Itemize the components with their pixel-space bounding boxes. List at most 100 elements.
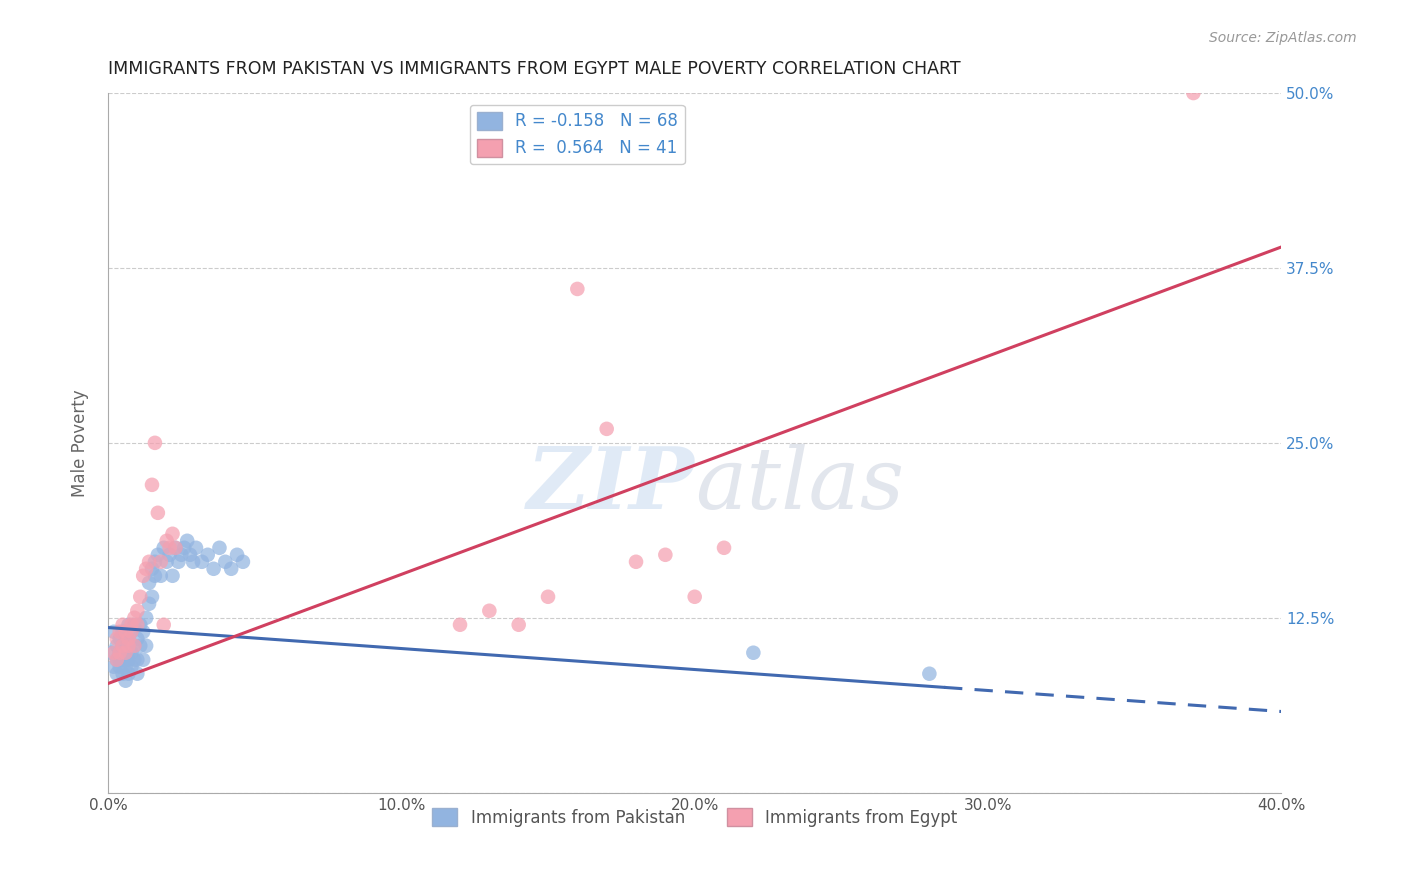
Point [117, 639, 139, 653]
Point [103, 659, 125, 673]
Point [120, 659, 142, 673]
Point [108, 624, 131, 639]
Text: ZIP: ZIP [527, 443, 695, 526]
Point [132, 624, 155, 639]
Point [152, 541, 174, 555]
Point [165, 541, 187, 555]
Point [114, 632, 136, 646]
Point [208, 541, 231, 555]
Point [111, 653, 134, 667]
Point [111, 639, 134, 653]
Point [129, 590, 152, 604]
Point [105, 639, 128, 653]
Point [111, 666, 134, 681]
Point [214, 555, 236, 569]
Point [149, 568, 172, 582]
Point [124, 617, 146, 632]
Point [105, 666, 128, 681]
Point [129, 639, 152, 653]
Point [537, 590, 560, 604]
Point [117, 632, 139, 646]
Point [114, 646, 136, 660]
Point [108, 646, 131, 660]
Point [173, 541, 195, 555]
Point [138, 597, 160, 611]
Point [124, 653, 146, 667]
Point [117, 666, 139, 681]
Point [181, 555, 204, 569]
Point [111, 639, 134, 653]
Point [135, 639, 157, 653]
Point [127, 617, 149, 632]
Point [176, 533, 198, 548]
Point [146, 548, 169, 562]
Point [127, 604, 149, 618]
Legend: Immigrants from Pakistan, Immigrants from Egypt: Immigrants from Pakistan, Immigrants fro… [426, 801, 963, 833]
Point [132, 568, 155, 582]
Point [918, 666, 941, 681]
Point [141, 590, 163, 604]
Point [120, 617, 142, 632]
Point [108, 653, 131, 667]
Point [114, 659, 136, 673]
Point [111, 617, 134, 632]
Point [191, 555, 214, 569]
Text: atlas: atlas [695, 443, 904, 526]
Point [184, 541, 207, 555]
Point [135, 562, 157, 576]
Point [114, 646, 136, 660]
Point [654, 548, 676, 562]
Point [165, 541, 187, 555]
Point [114, 673, 136, 688]
Point [120, 624, 142, 639]
Point [108, 646, 131, 660]
Point [108, 632, 131, 646]
Point [120, 624, 142, 639]
Point [713, 541, 735, 555]
Point [103, 646, 125, 660]
Point [114, 653, 136, 667]
Point [226, 548, 249, 562]
Point [202, 562, 225, 576]
Point [219, 562, 242, 576]
Point [159, 548, 181, 562]
Point [162, 526, 184, 541]
Point [100, 646, 122, 660]
Point [146, 506, 169, 520]
Point [152, 617, 174, 632]
Point [742, 646, 765, 660]
Point [167, 555, 190, 569]
Point [149, 555, 172, 569]
Point [132, 653, 155, 667]
Point [567, 282, 589, 296]
Point [449, 617, 471, 632]
Point [156, 533, 179, 548]
Point [103, 624, 125, 639]
Point [124, 611, 146, 625]
Point [105, 653, 128, 667]
Point [117, 653, 139, 667]
Point [159, 541, 181, 555]
Point [120, 646, 142, 660]
Point [117, 617, 139, 632]
Point [1182, 86, 1205, 100]
Point [117, 639, 139, 653]
Y-axis label: Male Poverty: Male Poverty [72, 389, 89, 497]
Point [114, 624, 136, 639]
Point [111, 624, 134, 639]
Text: Source: ZipAtlas.com: Source: ZipAtlas.com [1209, 31, 1357, 45]
Point [595, 422, 617, 436]
Point [138, 555, 160, 569]
Point [108, 659, 131, 673]
Point [127, 653, 149, 667]
Point [143, 435, 166, 450]
Point [141, 478, 163, 492]
Point [170, 548, 193, 562]
Point [105, 653, 128, 667]
Point [143, 555, 166, 569]
Point [478, 604, 501, 618]
Point [162, 568, 184, 582]
Point [141, 562, 163, 576]
Point [105, 632, 128, 646]
Point [156, 555, 179, 569]
